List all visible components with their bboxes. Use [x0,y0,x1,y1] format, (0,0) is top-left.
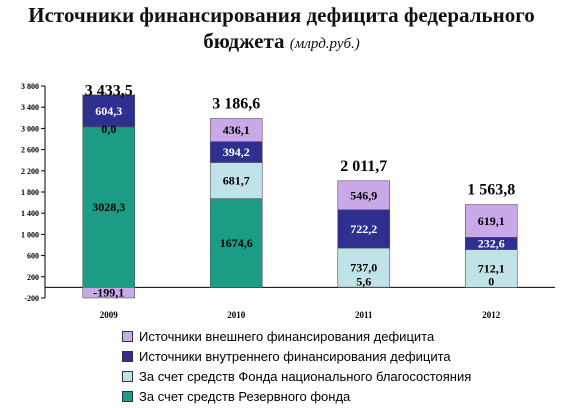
legend-item: За счет средств Резервного фонда [122,386,471,406]
bar-value-label: 436,1 [223,123,250,137]
bar-value-label: 619,1 [478,214,505,228]
bar-total-label: 1 563,8 [467,182,515,199]
x-tick-label: 2009 [100,310,119,320]
bar-segment [82,94,136,128]
bar-value-label: -199,1 [93,286,124,300]
legend-label: За счет средств Резервного фонда [139,388,351,404]
chart-title-word: бюджета [203,29,285,53]
y-tick-label: 2 200 [21,167,39,176]
legend-swatch [122,330,133,342]
bar-segment [82,287,136,299]
bar-segment [337,180,391,211]
y-tick-label: 1 000 [21,230,39,239]
legend-item: Источники внутреннего финансирования деф… [122,346,471,366]
bar-value-label: 722,2 [350,222,377,236]
bar-segment [337,209,391,249]
chart-legend: Источники внешнего финансирования дефици… [122,326,471,406]
legend-swatch [122,390,133,402]
chart-title-line1: Источники финансирования дефицита федера… [28,3,535,27]
bar-segment [337,247,391,288]
y-tick-label: 2 600 [21,146,39,155]
y-tick-label: 3 400 [21,103,39,112]
y-tick-label: 3 000 [21,124,39,133]
legend-swatch [122,350,133,362]
bar-value-label: 712,1 [478,262,505,276]
y-tick-label: 600 [27,252,39,261]
y-tick-label: -200 [24,294,39,303]
x-tick-label: 2010 [227,310,246,320]
bar-value-label: 0 [488,274,494,288]
chart-title-line2: бюджета (млрд.руб.) [0,28,563,57]
y-tick-label: 200 [27,273,39,282]
bar-total-label: 2 011,7 [340,158,387,175]
y-tick-label: 3 800 [21,82,39,91]
bar-value-label: 1674,6 [220,236,253,250]
legend-label: Источники внешнего финансирования дефици… [139,328,435,344]
legend-item: За счет средств Фонда национального благ… [122,366,471,386]
legend-swatch [122,370,133,382]
x-tick-label: 2011 [355,310,373,320]
legend-label: Источники внутреннего финансирования деф… [139,348,451,364]
bar-value-label: 737,0 [350,261,377,275]
bar-segment [209,198,263,288]
bar-value-label: 681,7 [223,174,250,188]
y-tick-label: 1 800 [21,188,39,197]
bar-segment [464,204,518,238]
bar-value-label: 604,3 [95,104,122,118]
bar-value-label: 232,6 [478,236,505,250]
legend-item: Источники внешнего финансирования дефици… [122,326,471,346]
bar-total-label: 3 433,5 [85,82,133,99]
chart-title: Источники финансирования дефицита федера… [0,2,563,57]
bar-value-label: 546,9 [350,188,377,202]
legend-label: За счет средств Фонда национального благ… [139,368,472,384]
bar-total-label: 3 186,6 [212,96,260,113]
bar-segment [464,249,518,288]
bar-value-label: 394,2 [223,145,250,159]
bar-segment [209,162,263,199]
bar-segment [209,118,263,142]
bar-value-label: 5,6 [356,274,371,288]
bar-segment [82,126,136,288]
y-tick-label: 1 400 [21,209,39,218]
x-tick-label: 2012 [482,310,501,320]
bar-value-label: 0,0 [101,122,116,136]
chart-unit-label: (млрд.руб.) [289,36,360,52]
bar-value-label: 3028,3 [92,200,125,214]
